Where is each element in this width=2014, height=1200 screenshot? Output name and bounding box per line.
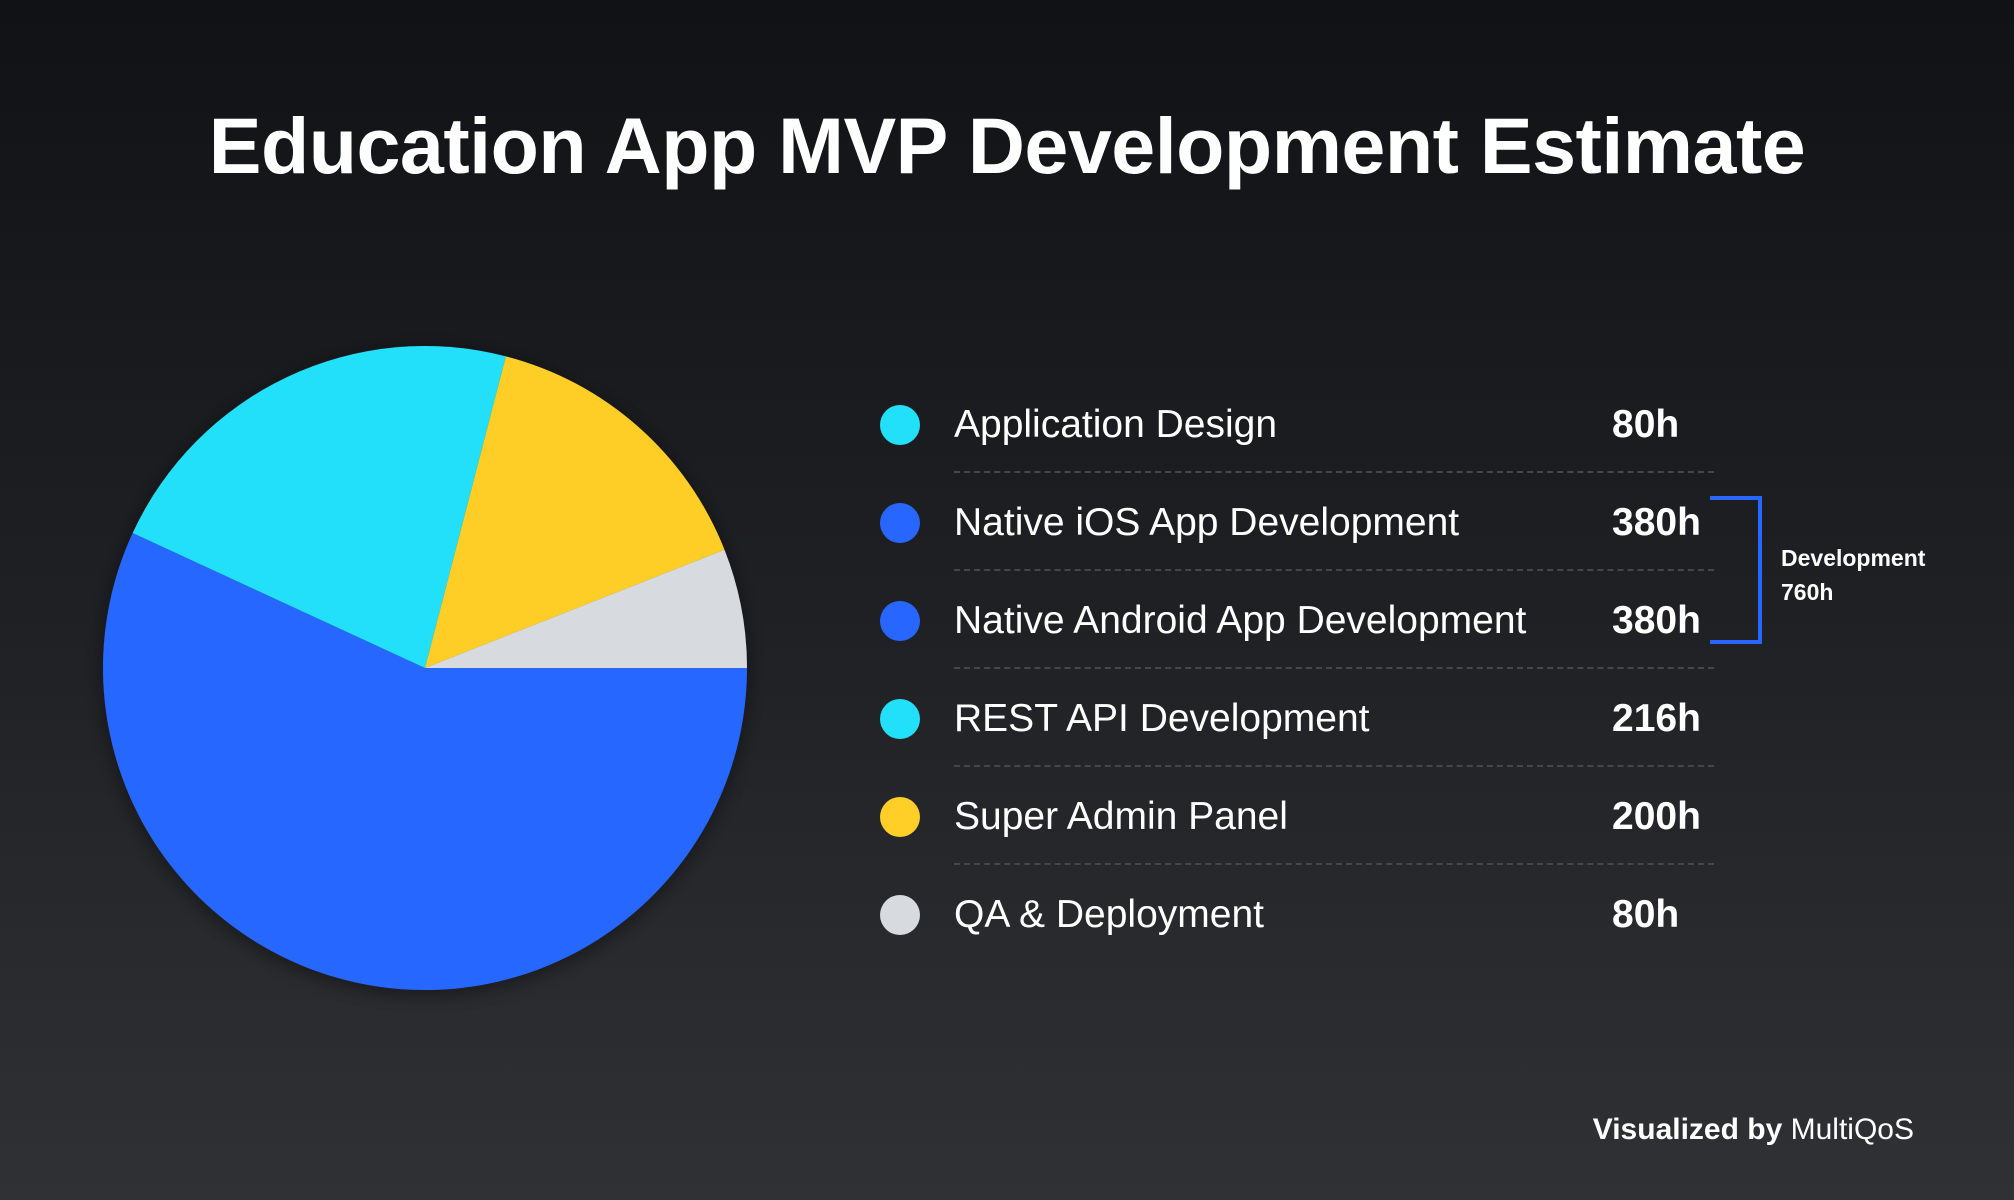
legend-label: REST API Development xyxy=(954,697,1370,740)
legend-item: Native iOS App Development 380h xyxy=(870,473,1730,571)
legend-separator xyxy=(954,863,1714,865)
group-label-text: Development xyxy=(1781,545,1926,571)
legend-item: Super Admin Panel 200h xyxy=(870,767,1730,865)
legend-separator xyxy=(954,667,1714,669)
legend-label: Super Admin Panel xyxy=(954,795,1288,838)
legend-swatch xyxy=(880,601,920,641)
legend-value: 80h xyxy=(1612,893,1680,936)
legend-label: Application Design xyxy=(954,403,1278,446)
legend-swatch xyxy=(880,797,920,837)
credit-prefix: Visualized by xyxy=(1592,1113,1783,1146)
group-label-value: 760h xyxy=(1781,579,1834,605)
legend-item: REST API Development 216h xyxy=(870,669,1730,767)
legend-value: 216h xyxy=(1612,697,1701,740)
legend-value: 380h xyxy=(1612,501,1701,544)
development-bracket xyxy=(1710,496,1762,644)
legend-label: Native Android App Development xyxy=(954,599,1527,642)
credit: Visualized by MultiQoS xyxy=(1593,1113,1914,1147)
legend-item: QA & Deployment 80h xyxy=(870,865,1730,963)
legend-label: Native iOS App Development xyxy=(954,501,1460,544)
pie-slice xyxy=(132,346,506,668)
pie-chart xyxy=(102,346,747,990)
chart-title: Education App MVP Development Estimate xyxy=(208,101,1806,190)
pie-slice xyxy=(425,356,725,668)
legend-swatch xyxy=(880,895,920,935)
legend-item: Application Design 80h xyxy=(870,375,1730,473)
legend-swatch xyxy=(880,405,920,445)
legend-label: QA & Deployment xyxy=(954,893,1264,936)
legend-item: Native Android App Development 380h xyxy=(870,571,1730,669)
legend-separator xyxy=(954,471,1714,473)
credit-brand: MultiQoS xyxy=(1790,1113,1914,1146)
pie-slice xyxy=(102,532,747,990)
legend-value: 380h xyxy=(1612,599,1701,642)
legend-separator xyxy=(954,765,1714,767)
pie-slice xyxy=(425,549,747,668)
development-group-label: Development 760h xyxy=(1781,541,1925,609)
legend-swatch xyxy=(880,503,920,543)
legend-value: 200h xyxy=(1612,795,1701,838)
legend-value: 80h xyxy=(1612,403,1680,446)
legend-separator xyxy=(954,569,1714,571)
legend-swatch xyxy=(880,699,920,739)
